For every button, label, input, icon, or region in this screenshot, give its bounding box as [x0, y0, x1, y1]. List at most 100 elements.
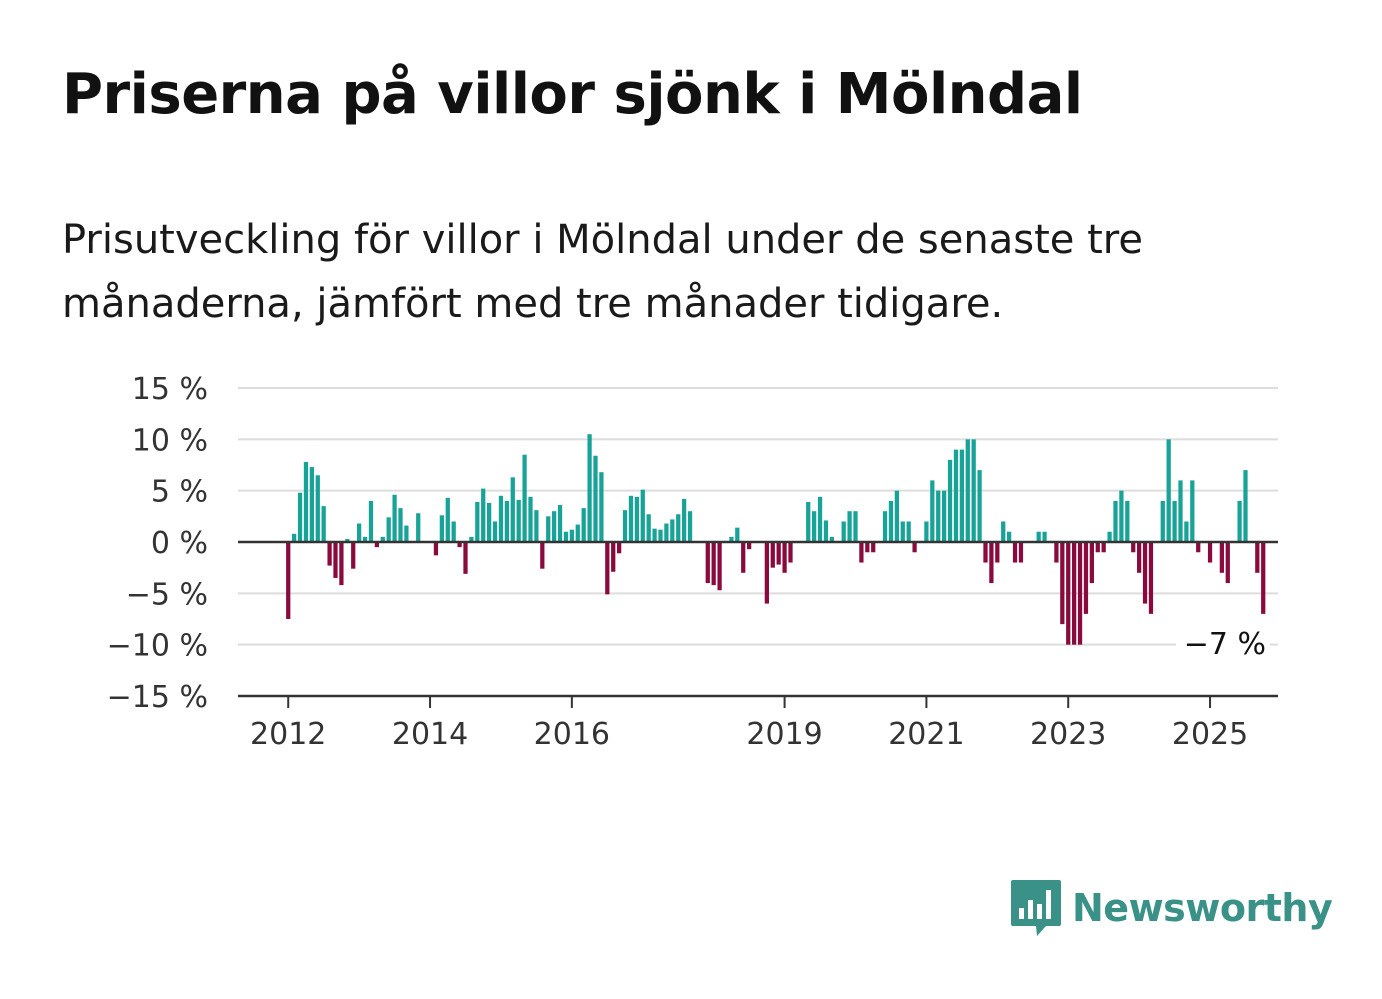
- bar: [1119, 490, 1124, 542]
- bar: [534, 510, 539, 542]
- last-value-label-background: [1176, 624, 1270, 661]
- bar: [303, 461, 309, 542]
- bar: [705, 542, 710, 584]
- x-tick-label: 2025: [1172, 717, 1248, 752]
- bar: [711, 542, 716, 586]
- bar: [894, 490, 899, 542]
- bar: [658, 529, 663, 542]
- bar: [1160, 500, 1165, 542]
- bar: [634, 496, 639, 542]
- bar: [1012, 542, 1018, 563]
- bar: [770, 542, 775, 568]
- bar: [1083, 542, 1089, 614]
- bar: [782, 542, 787, 573]
- bar: [392, 494, 397, 542]
- bar: [333, 542, 338, 578]
- x-tick-label: 2019: [746, 717, 822, 752]
- bar: [528, 496, 533, 542]
- bar-chart-speech-bubble-icon: [1011, 880, 1061, 936]
- bar: [386, 517, 391, 542]
- x-tick-label: 2021: [888, 717, 964, 752]
- bar: [309, 467, 314, 542]
- bar: [475, 501, 480, 542]
- bar: [1207, 542, 1213, 563]
- bar: [1077, 542, 1083, 645]
- bar: [912, 542, 917, 553]
- y-tick-label: 5 %: [151, 475, 208, 510]
- bar: [812, 511, 817, 542]
- bar: [445, 497, 450, 542]
- bar: [416, 513, 421, 542]
- bar: [1125, 500, 1130, 542]
- bar: [989, 542, 994, 584]
- bar: [457, 542, 462, 548]
- bar: [297, 492, 303, 542]
- bar: [1237, 500, 1242, 542]
- bar: [345, 538, 350, 542]
- bar: [1190, 480, 1195, 542]
- chart-title: Priserna på villor sjönk i Mölndal: [62, 62, 1083, 127]
- bar-chart: 15 % 10 % 5 % 0 % −5 % −10 % −15 % 2012 2014 2016…: [107, 372, 1278, 752]
- bar: [942, 490, 947, 542]
- bar: [575, 524, 580, 542]
- y-tick-label: −10 %: [107, 629, 208, 664]
- bar: [1166, 439, 1171, 542]
- bar: [510, 477, 515, 542]
- bar: [1172, 500, 1177, 542]
- bar: [1137, 542, 1142, 573]
- bar: [1095, 542, 1100, 553]
- x-tick-label: 2012: [250, 717, 326, 752]
- bar: [481, 488, 486, 542]
- bar: [1018, 542, 1024, 563]
- bar: [587, 434, 592, 542]
- bar: [741, 542, 746, 573]
- bar: [1261, 542, 1266, 614]
- y-tick-label: −15 %: [107, 680, 208, 715]
- x-tick-label: 2014: [392, 717, 468, 752]
- bar: [292, 533, 297, 542]
- bar: [1101, 542, 1106, 553]
- bar: [380, 536, 385, 542]
- bar: [622, 510, 628, 542]
- bar: [735, 527, 740, 542]
- bar: [776, 542, 781, 565]
- bar: [995, 542, 1000, 563]
- bar: [504, 500, 509, 542]
- bar: [947, 459, 953, 542]
- bar: [717, 542, 722, 591]
- bar: [747, 542, 752, 550]
- bar: [339, 542, 344, 586]
- bar: [1089, 542, 1094, 584]
- bar: [871, 542, 876, 553]
- bar: [646, 514, 651, 542]
- bar: [888, 500, 894, 542]
- bar: [829, 536, 834, 542]
- bar: [451, 521, 456, 542]
- bar: [1107, 531, 1112, 542]
- bar: [374, 542, 379, 548]
- chart-subtitle: Prisutveckling för villor i Mölndal unde…: [62, 217, 1143, 327]
- bar: [817, 496, 823, 542]
- bar: [357, 523, 362, 542]
- x-tick-label: 2023: [1030, 717, 1106, 752]
- bar: [546, 516, 551, 542]
- bar: [611, 542, 616, 572]
- bar: [1060, 542, 1065, 625]
- last-value-label: −7 %: [1184, 627, 1266, 662]
- brand-logo: Newsworthy: [1010, 878, 1333, 938]
- bar: [1001, 521, 1006, 542]
- bar: [569, 529, 574, 542]
- bar: [983, 542, 988, 563]
- bar: [930, 480, 935, 542]
- bar: [1219, 542, 1224, 573]
- bar: [563, 531, 569, 542]
- bar: [965, 439, 970, 542]
- bar: [664, 523, 669, 542]
- bar: [764, 542, 769, 604]
- bar: [599, 472, 604, 542]
- bar: [593, 455, 598, 542]
- bar: [1142, 542, 1148, 604]
- bar: [806, 501, 811, 542]
- bar: [687, 511, 693, 542]
- bar: [351, 542, 356, 569]
